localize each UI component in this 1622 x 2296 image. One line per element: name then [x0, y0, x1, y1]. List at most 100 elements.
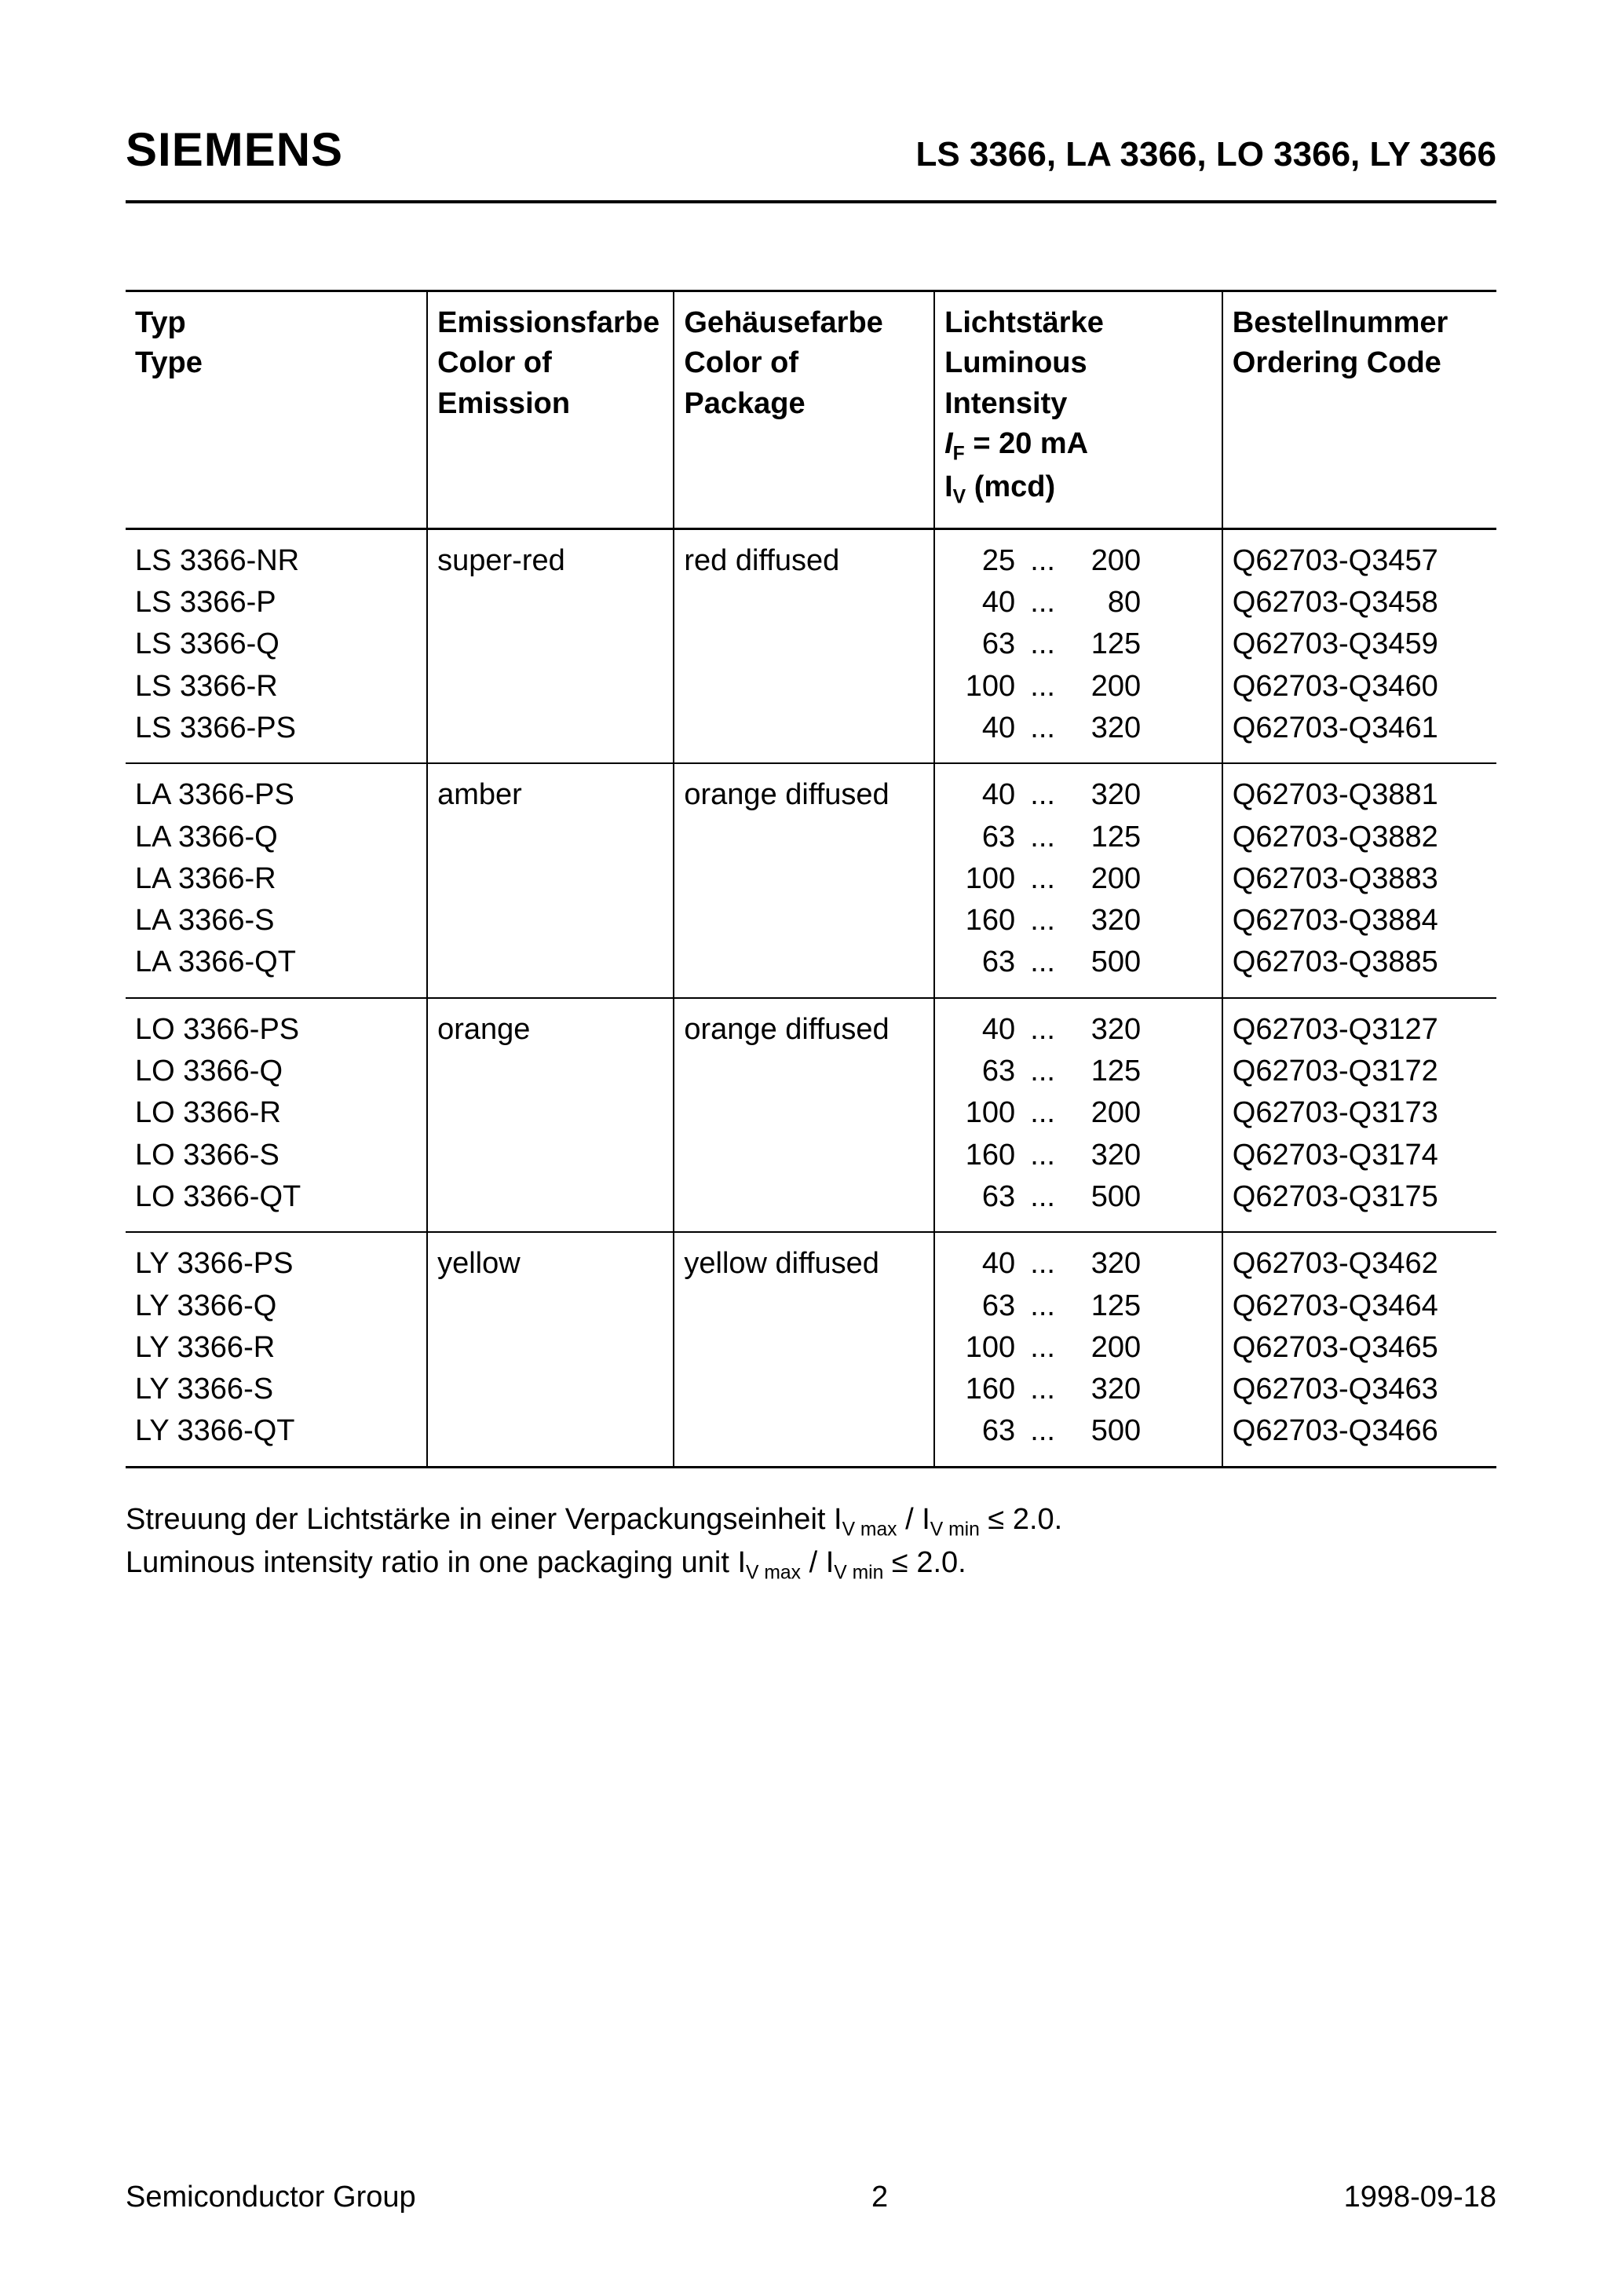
- cell-package: yellow diffused: [674, 1232, 934, 1467]
- luminous-sep: ...: [1015, 1286, 1070, 1326]
- luminous-range: 100...200: [944, 1328, 1212, 1368]
- cell-type: LA 3366-PSLA 3366-QLA 3366-RLA 3366-SLA …: [126, 763, 427, 997]
- type-value: LO 3366-QT: [135, 1177, 417, 1217]
- luminous-max: 200: [1070, 667, 1141, 707]
- luminous-sep: ...: [1015, 942, 1070, 982]
- luminous-min: 25: [944, 541, 1015, 581]
- type-value: LA 3366-S: [135, 901, 417, 941]
- footnote-sub: V max: [746, 1562, 801, 1583]
- col-header-line: Typ: [135, 303, 417, 343]
- footer-right: 1998-09-18: [1344, 2177, 1496, 2217]
- type-value: LS 3366-NR: [135, 541, 417, 581]
- footer-center: 2: [871, 2177, 888, 2217]
- luminous-max: 320: [1070, 1010, 1141, 1050]
- luminous-sep: ...: [1015, 583, 1070, 623]
- cell-type: LO 3366-PSLO 3366-QLO 3366-RLO 3366-SLO …: [126, 998, 427, 1232]
- footnote-line: Luminous intensity ratio in one packagin…: [126, 1543, 1496, 1586]
- symbol-i: I: [944, 427, 953, 460]
- footnote-sub: V min: [930, 1519, 980, 1540]
- footnote: Streuung der Lichtstärke in einer Verpac…: [126, 1500, 1496, 1586]
- luminous-max: 320: [1070, 1135, 1141, 1175]
- luminous-range: 160...320: [944, 1369, 1212, 1409]
- col-header-line: Color of: [684, 343, 924, 383]
- type-value: LS 3366-PS: [135, 708, 417, 748]
- luminous-min: 40: [944, 708, 1015, 748]
- luminous-sep: ...: [1015, 1244, 1070, 1284]
- cell-emission: orange: [427, 998, 674, 1232]
- type-value: LO 3366-Q: [135, 1051, 417, 1091]
- type-value: LY 3366-QT: [135, 1411, 417, 1451]
- cell-emission: amber: [427, 763, 674, 997]
- cell-order: Q62703-Q3462Q62703-Q3464Q62703-Q3465Q627…: [1222, 1232, 1496, 1467]
- luminous-max: 125: [1070, 817, 1141, 857]
- order-code: Q62703-Q3462: [1233, 1244, 1487, 1284]
- luminous-min: 40: [944, 1244, 1015, 1284]
- luminous-sep: ...: [1015, 1177, 1070, 1217]
- order-code: Q62703-Q3461: [1233, 708, 1487, 748]
- luminous-max: 320: [1070, 1369, 1141, 1409]
- type-value: LY 3366-S: [135, 1369, 417, 1409]
- col-header-line: Emission: [437, 384, 663, 424]
- luminous-min: 63: [944, 1177, 1015, 1217]
- col-header-package: Gehäusefarbe Color of Package: [674, 291, 934, 529]
- luminous-max: 125: [1070, 1051, 1141, 1091]
- footnote-sub: V min: [834, 1562, 883, 1583]
- order-code: Q62703-Q3885: [1233, 942, 1487, 982]
- luminous-min: 63: [944, 1411, 1015, 1451]
- type-value: LA 3366-R: [135, 859, 417, 899]
- symbol-i: I: [944, 470, 953, 503]
- luminous-min: 63: [944, 817, 1015, 857]
- luminous-sep: ...: [1015, 817, 1070, 857]
- luminous-max: 200: [1070, 1093, 1141, 1133]
- col-header-luminous: Lichtstärke Luminous Intensity IF = 20 m…: [934, 291, 1222, 529]
- order-code: Q62703-Q3172: [1233, 1051, 1487, 1091]
- spec-table: Typ Type Emissionsfarbe Color of Emissio…: [126, 290, 1496, 1468]
- col-header-line: Bestellnummer: [1233, 303, 1487, 343]
- luminous-range: 63...500: [944, 1177, 1212, 1217]
- luminous-min: 63: [944, 624, 1015, 664]
- luminous-max: 320: [1070, 901, 1141, 941]
- luminous-min: 40: [944, 1010, 1015, 1050]
- order-code: Q62703-Q3457: [1233, 541, 1487, 581]
- luminous-sep: ...: [1015, 859, 1070, 899]
- luminous-sep: ...: [1015, 667, 1070, 707]
- order-code: Q62703-Q3881: [1233, 775, 1487, 815]
- cell-package: red diffused: [674, 528, 934, 763]
- footnote-text: / I: [897, 1503, 930, 1536]
- luminous-sep: ...: [1015, 624, 1070, 664]
- luminous-range: 40...320: [944, 1244, 1212, 1284]
- col-header-line: Lichtstärke: [944, 303, 1212, 343]
- cell-emission: super-red: [427, 528, 674, 763]
- col-header-line: Package: [684, 384, 924, 424]
- luminous-sep: ...: [1015, 1010, 1070, 1050]
- luminous-range: 100...200: [944, 1093, 1212, 1133]
- cell-emission: yellow: [427, 1232, 674, 1467]
- luminous-min: 100: [944, 1328, 1015, 1368]
- type-value: LS 3366-R: [135, 667, 417, 707]
- type-value: LO 3366-PS: [135, 1010, 417, 1050]
- cell-order: Q62703-Q3881Q62703-Q3882Q62703-Q3883Q627…: [1222, 763, 1496, 997]
- luminous-range: 25...200: [944, 541, 1212, 581]
- luminous-range: 160...320: [944, 1135, 1212, 1175]
- cell-order: Q62703-Q3127Q62703-Q3172Q62703-Q3173Q627…: [1222, 998, 1496, 1232]
- order-code: Q62703-Q3884: [1233, 901, 1487, 941]
- symbol-sub: V: [953, 486, 966, 507]
- symbol-rest: (mcd): [966, 470, 1055, 503]
- cell-package: orange diffused: [674, 763, 934, 997]
- footnote-text: ≤ 2.0.: [883, 1546, 966, 1579]
- footnote-sub: V max: [842, 1519, 897, 1540]
- col-header-order: Bestellnummer Ordering Code: [1222, 291, 1496, 529]
- order-code: Q62703-Q3882: [1233, 817, 1487, 857]
- symbol-sub: F: [953, 443, 965, 464]
- col-header-line: IV (mcd): [944, 467, 1212, 510]
- order-code: Q62703-Q3465: [1233, 1328, 1487, 1368]
- header-divider: [126, 200, 1496, 203]
- luminous-min: 160: [944, 1135, 1015, 1175]
- cell-package: orange diffused: [674, 998, 934, 1232]
- luminous-max: 320: [1070, 1244, 1141, 1284]
- col-header-emission: Emissionsfarbe Color of Emission: [427, 291, 674, 529]
- luminous-range: 100...200: [944, 859, 1212, 899]
- col-header-line: Gehäusefarbe: [684, 303, 924, 343]
- type-value: LO 3366-S: [135, 1135, 417, 1175]
- cell-luminous: 25...20040...8063...125100...20040...320: [934, 528, 1222, 763]
